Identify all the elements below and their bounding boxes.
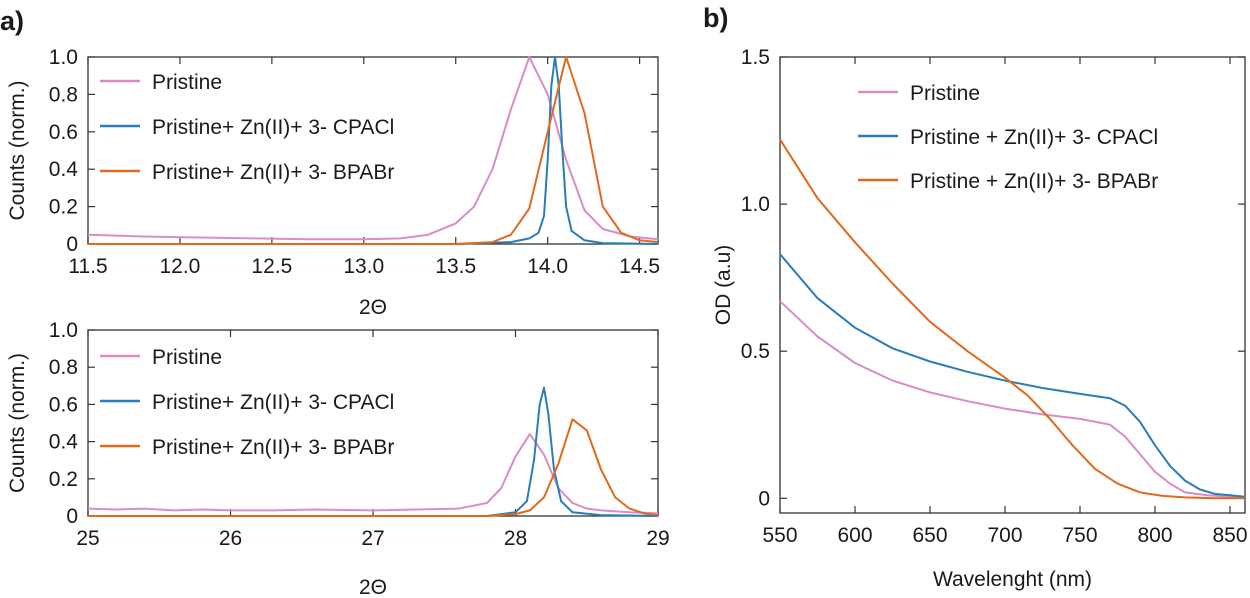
series-line-2 — [779, 138, 1245, 500]
legend-label: Pristine — [152, 71, 222, 94]
legend-label: Pristine + Zn(II)+ 3- BPABr — [910, 170, 1158, 193]
x-axis-label: 2Θ — [359, 576, 387, 598]
xrd-low-angle-chart: 11.5 12.0 12.5 13.0 13.5 14.0 14.5 0 0.2 0.4 0.6 0.… — [0, 6, 660, 319]
x-tick-label: 550 — [762, 524, 797, 547]
x-axis-label: Wavelenght (nm) — [933, 568, 1092, 591]
x-tick-label: 27 — [361, 527, 384, 550]
plot-frame — [779, 56, 1246, 514]
panel-label: a) — [0, 6, 24, 36]
legend-label: Pristine+ Zn(II)+ 3- BPABr — [152, 161, 394, 184]
series-line-0 — [87, 56, 659, 241]
y-axis-label: Counts (norm.) — [6, 80, 29, 220]
x-tick-label: 14.5 — [619, 255, 660, 278]
x-tick-label: 650 — [912, 524, 947, 547]
legend-label: Pristine — [152, 346, 222, 369]
legend-label: Pristine — [910, 82, 980, 105]
y-tick-label: 1.0 — [49, 46, 78, 69]
absorbance-chart: 550 600 650 700 750 800 850 0 0.5 1.0 1.5 Pristine P… — [703, 3, 1248, 591]
x-tick-label: 12.5 — [251, 255, 292, 278]
series-line-0 — [779, 300, 1246, 500]
x-tick-label: 28 — [504, 527, 527, 550]
y-tick-label: 0.4 — [49, 158, 79, 181]
legend-label: Pristine+ Zn(II)+ 3- CPACl — [152, 116, 394, 139]
x-tick-label: 800 — [1137, 524, 1172, 547]
series-line-1 — [88, 386, 659, 517]
x-axis-label: 2Θ — [359, 296, 387, 319]
x-tick-label: 12.0 — [159, 255, 200, 278]
series-line-2 — [88, 56, 659, 245]
x-tick-label: 850 — [1212, 524, 1247, 547]
x-tick-label: 25 — [76, 527, 99, 550]
series-line-0 — [87, 433, 659, 515]
x-tick-label: 14.0 — [527, 255, 568, 278]
series-line-2 — [88, 418, 659, 517]
y-tick-label: 0.2 — [49, 196, 78, 219]
xrd-high-angle-chart: 25 26 27 28 29 0 0.2 0.4 0.6 0.8 1.0 Pristine Pristi… — [6, 319, 670, 598]
y-axis-label: Counts (norm.) — [6, 353, 29, 493]
x-tick-label: 600 — [837, 524, 872, 547]
y-tick-label: 0.5 — [741, 340, 770, 363]
y-tick-label: 0.2 — [49, 468, 78, 491]
legend-label: Pristine + Zn(II)+ 3- CPACl — [910, 126, 1158, 149]
y-tick-label: 0.8 — [49, 356, 78, 379]
x-tick-label: 13.5 — [435, 255, 476, 278]
y-axis-label: OD (a.u) — [712, 245, 735, 326]
y-tick-label: 0.6 — [49, 121, 78, 144]
y-tick-label: 0.4 — [49, 431, 79, 454]
y-tick-label: 0 — [758, 487, 770, 510]
x-tick-label: 750 — [1062, 524, 1097, 547]
x-tick-label: 700 — [987, 524, 1022, 547]
y-tick-label: 1.0 — [741, 193, 770, 216]
panel-label: b) — [703, 3, 728, 33]
x-tick-label: 11.5 — [68, 255, 107, 278]
y-tick-label: 1.0 — [49, 319, 78, 342]
y-tick-label: 0 — [66, 233, 78, 256]
series-line-1 — [779, 253, 1246, 498]
x-tick-label: 26 — [219, 527, 242, 550]
series-line-1 — [88, 56, 659, 245]
x-tick-label: 29 — [646, 527, 669, 550]
y-tick-label: 1.5 — [741, 46, 770, 69]
legend-label: Pristine+ Zn(II)+ 3- BPABr — [152, 436, 394, 459]
x-tick-label: 13.0 — [343, 255, 384, 278]
legend-label: Pristine+ Zn(II)+ 3- CPACl — [152, 391, 394, 414]
y-tick-label: 0.8 — [49, 83, 78, 106]
y-tick-label: 0 — [66, 505, 78, 528]
y-tick-label: 0.6 — [49, 393, 78, 416]
